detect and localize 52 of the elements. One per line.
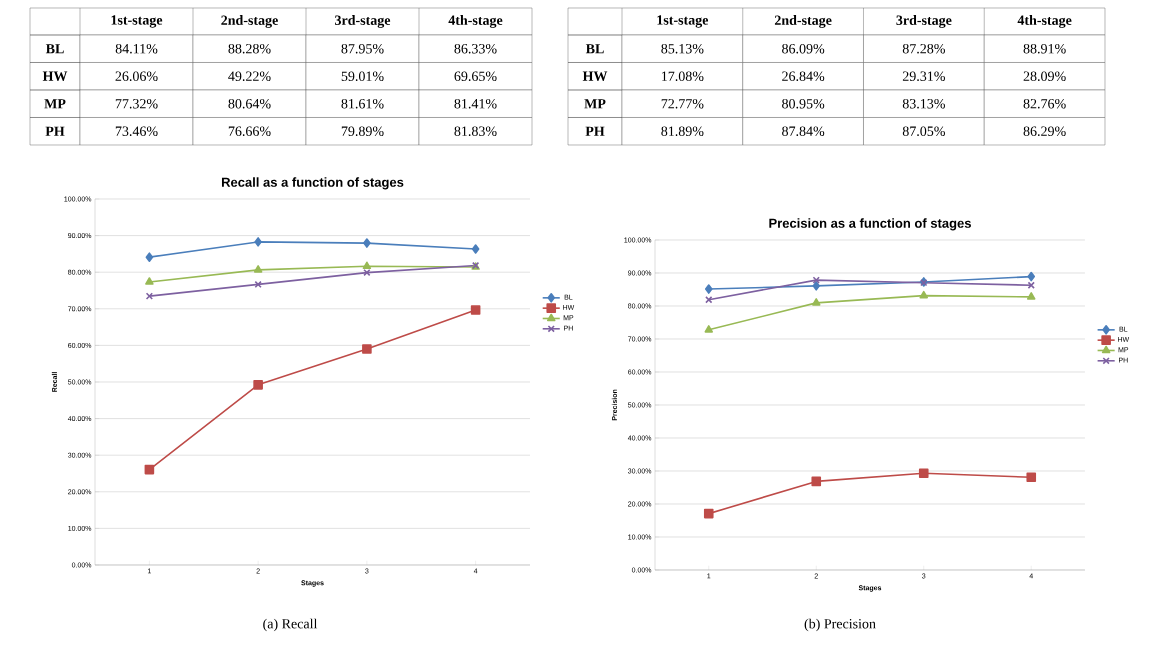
category-label: BL [585, 44, 604, 54]
category-label: 2nd-stage [774, 15, 832, 28]
category-label: 3rd-stage [896, 15, 952, 28]
text: 28.09% [1023, 71, 1066, 81]
category-label: HW [582, 71, 608, 81]
text: 86.33% [454, 43, 497, 54]
text: 82.76% [1023, 98, 1066, 109]
text: 26.06% [115, 71, 158, 81]
text: 77.32% [115, 98, 158, 109]
category-label: 1st-stage [657, 15, 709, 28]
category-label: PH [585, 126, 605, 136]
text: 81.89% [661, 126, 704, 136]
text: 26.84% [782, 71, 825, 81]
text: 79.89% [341, 126, 384, 136]
text: 49.22% [228, 71, 271, 81]
text: 81.83% [454, 126, 497, 136]
text: 17.08% [662, 71, 704, 81]
text: (b) Precision [804, 618, 876, 632]
text: 69.65% [454, 71, 497, 81]
category-label: BL [45, 44, 64, 54]
category-label: PH [45, 126, 65, 136]
text: 86.29% [1023, 126, 1066, 136]
text: 59.01% [341, 71, 384, 81]
text: 29.31% [902, 71, 945, 81]
text: 85.13% [661, 43, 704, 54]
category-label: 4th-stage [448, 15, 503, 28]
category-label: 2nd-stage [221, 15, 278, 28]
category-label: MP [44, 99, 66, 109]
text: 86.09% [782, 43, 825, 54]
category-label: 4th-stage [1017, 15, 1072, 28]
chart-title: Precision as a function of stages [769, 218, 971, 231]
text: 81.61% [341, 98, 384, 109]
chart-title: Recall as a function of stages [221, 177, 404, 190]
text: (a) Recall [263, 618, 318, 632]
text: 84.11% [115, 43, 158, 54]
text: 83.13% [902, 98, 945, 109]
text: 81.41% [454, 98, 497, 109]
text: 88.91% [1023, 43, 1066, 54]
text: 72.77% [661, 98, 704, 109]
text: 73.46% [115, 126, 158, 136]
text: 87.95% [341, 43, 384, 54]
text: 87.84% [782, 126, 825, 136]
text: 76.66% [228, 126, 271, 136]
text: 80.64% [228, 98, 271, 109]
text: 80.95% [782, 98, 825, 109]
text: 87.28% [902, 43, 945, 54]
category-label: HW [42, 71, 68, 81]
category-label: 3rd-stage [335, 15, 391, 28]
category-label: 1st-stage [111, 15, 163, 28]
category-label: MP [584, 99, 606, 109]
text: 87.05% [902, 126, 945, 136]
text: 88.28% [228, 43, 271, 54]
